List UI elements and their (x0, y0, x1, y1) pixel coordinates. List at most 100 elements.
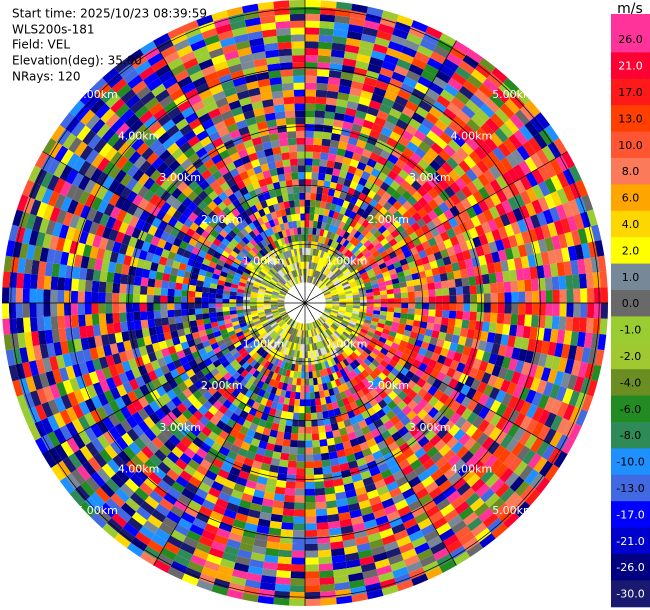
gate (520, 337, 530, 351)
gate (364, 265, 373, 272)
gate (364, 454, 375, 464)
gate (289, 271, 294, 279)
gate (273, 394, 280, 403)
gate (185, 353, 195, 363)
gate (432, 492, 447, 506)
gate (188, 384, 198, 394)
gate (274, 590, 290, 599)
gate (417, 207, 428, 218)
gate (373, 230, 382, 239)
gate (313, 460, 323, 468)
gate (516, 145, 531, 161)
gate (277, 270, 284, 278)
gate (397, 215, 407, 225)
gate (517, 280, 526, 292)
gate (176, 230, 186, 241)
gate (361, 350, 370, 359)
gate (325, 320, 332, 326)
gate (334, 318, 342, 324)
gate (383, 355, 392, 364)
gate (487, 440, 500, 455)
gate (23, 273, 32, 289)
gate (330, 380, 338, 389)
gate (157, 113, 172, 127)
gate (84, 291, 92, 303)
colorbar-tick-label: 10.0 (618, 139, 643, 152)
gate (388, 346, 397, 355)
gate (150, 334, 159, 344)
gate (245, 265, 253, 272)
gate (256, 217, 265, 226)
gate (418, 493, 433, 506)
gate (251, 313, 259, 318)
gate (316, 522, 329, 530)
gate (212, 390, 223, 401)
gate (247, 262, 255, 270)
gate (320, 266, 326, 274)
gate (305, 130, 314, 138)
gate (195, 313, 203, 321)
gate (420, 69, 436, 83)
gate (319, 439, 328, 447)
gate (100, 502, 117, 518)
gate (424, 365, 434, 376)
gate (285, 390, 291, 399)
gate (461, 185, 473, 198)
gate (297, 329, 301, 337)
gate (358, 311, 367, 316)
gate (307, 344, 310, 352)
gate (160, 248, 170, 259)
gate (449, 254, 458, 264)
gate (561, 343, 571, 359)
gate (514, 109, 530, 126)
gate (42, 451, 57, 468)
gate (161, 213, 173, 224)
gate (110, 387, 121, 400)
gate (466, 328, 475, 339)
gate (413, 163, 425, 176)
gate (258, 156, 268, 166)
gate (403, 269, 412, 277)
gate (314, 487, 326, 496)
gate (305, 172, 312, 180)
gate (131, 227, 142, 239)
gate (497, 292, 505, 303)
gate (250, 305, 258, 309)
gate (392, 27, 409, 40)
gate (62, 238, 73, 253)
gate (318, 273, 324, 280)
range-ring (10, 8, 600, 598)
gate (173, 164, 186, 177)
gate (294, 398, 300, 407)
gate (166, 82, 181, 96)
gate (323, 330, 330, 338)
gate (243, 331, 252, 338)
gate (291, 328, 296, 336)
gate (260, 223, 268, 232)
gate (219, 343, 228, 352)
gate (337, 272, 344, 279)
gate (260, 92, 273, 101)
gate (353, 67, 368, 77)
gate (407, 261, 417, 269)
gate (305, 268, 307, 276)
gate (318, 172, 326, 181)
gate (230, 575, 247, 586)
gate (260, 239, 268, 248)
gate (248, 349, 257, 357)
colorbar-tick-label: -10.0 (616, 456, 644, 469)
gate (285, 179, 293, 188)
gate (287, 257, 293, 265)
gate (431, 330, 440, 339)
gate (432, 411, 445, 423)
gate (439, 272, 448, 282)
gate (391, 164, 403, 175)
gate (193, 410, 204, 421)
gate (201, 27, 218, 40)
gate (378, 206, 388, 216)
gate (507, 395, 519, 410)
gate (277, 297, 285, 300)
gate (265, 442, 275, 452)
gate (337, 288, 345, 293)
gate (393, 529, 409, 541)
